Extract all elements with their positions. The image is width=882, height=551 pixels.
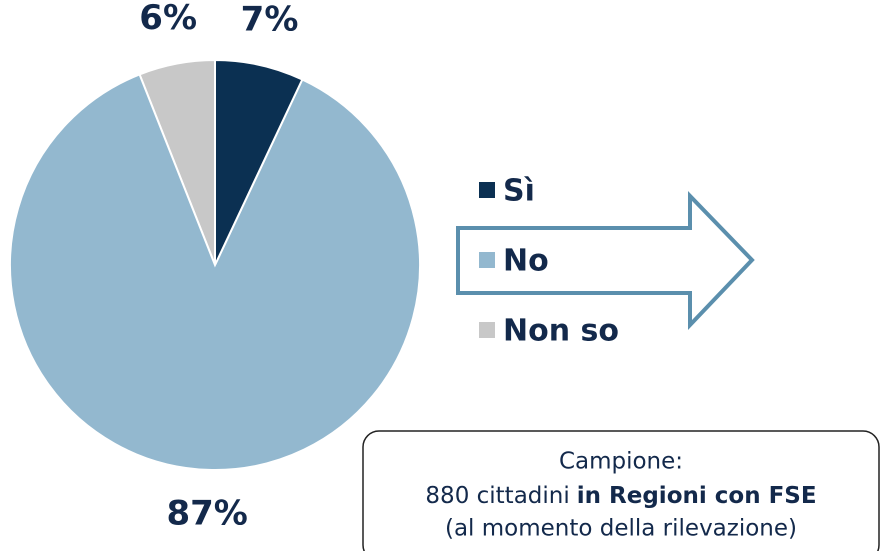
legend-label: No: [503, 244, 549, 279]
arrow: [456, 191, 755, 330]
slice-label: 7%: [241, 0, 299, 40]
legend-swatch: [479, 252, 495, 268]
note-footer: (al momento della rilevazione): [445, 516, 797, 542]
legend-swatch: [479, 322, 495, 338]
slice-label: 87%: [166, 493, 247, 533]
note-bold: in Regioni con FSE: [577, 483, 817, 509]
slice-label: 6%: [139, 0, 197, 38]
legend-label: Sì: [503, 174, 535, 209]
legend-swatch: [479, 182, 495, 198]
note-title: Campione:: [559, 449, 683, 475]
note-box: [362, 430, 880, 551]
legend-label: Non so: [503, 314, 619, 349]
pie-slice: [214, 58, 304, 266]
note-text: 880 cittadini: [425, 483, 569, 509]
note-line: 880 cittadini in Regioni con FSE: [425, 483, 816, 509]
pie-slice: [9, 73, 421, 471]
